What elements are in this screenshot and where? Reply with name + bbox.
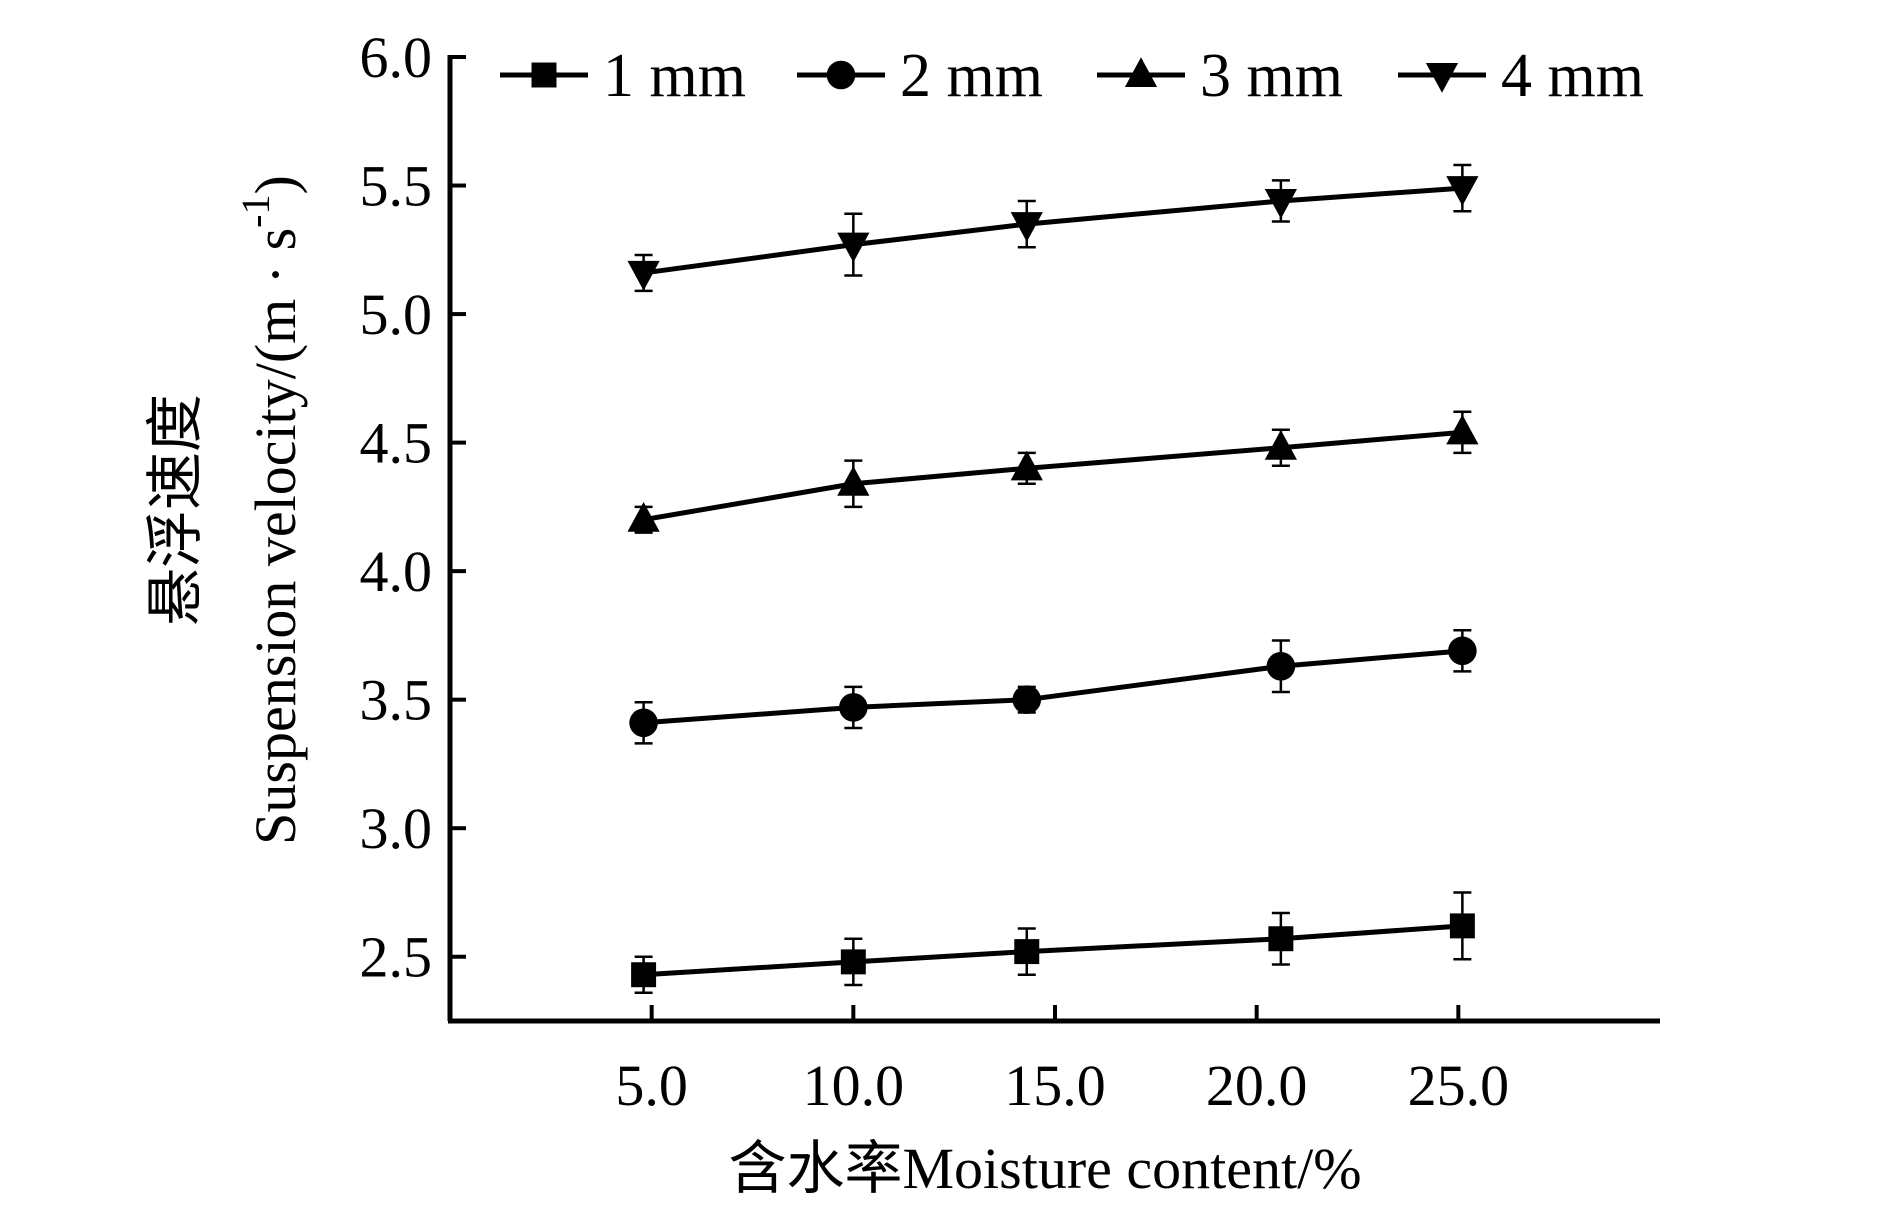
data-point — [627, 501, 660, 532]
data-point — [1014, 939, 1040, 965]
y-tick-label: 3.5 — [360, 668, 433, 733]
data-point — [1446, 176, 1479, 206]
x-axis-title: 含水率Moisture content/% — [728, 1136, 1361, 1201]
y-tick-label: 5.0 — [360, 282, 433, 347]
legend-label: 1 mm — [603, 42, 746, 110]
legend-marker — [1425, 62, 1459, 93]
x-tick-label: 20.0 — [1206, 1053, 1308, 1118]
legend-item: 3 mm — [1097, 42, 1343, 110]
series-line — [643, 648, 1463, 726]
y-tick-label: 4.5 — [360, 411, 433, 476]
data-point — [1010, 212, 1043, 242]
y-tick-label: 6.0 — [360, 25, 433, 90]
series-3 — [627, 410, 1479, 534]
data-point — [1264, 188, 1297, 219]
series-line — [643, 923, 1463, 978]
x-ticks: 5.0 10.0 15.0 20.0 25.0 — [615, 1005, 1509, 1118]
data-point — [840, 949, 866, 975]
data-point — [1010, 450, 1043, 481]
data-point — [1264, 430, 1297, 460]
series-1 — [631, 891, 1475, 994]
series-line — [643, 185, 1463, 276]
y-tick-label: 4.0 — [360, 539, 433, 604]
legend-label: 4 mm — [1501, 42, 1644, 110]
data-point — [629, 708, 658, 738]
y-ticks: 2.5 3.0 3.5 4.0 4.5 5.0 5.5 6.0 — [360, 25, 466, 990]
y-tick-label: 3.0 — [360, 796, 433, 861]
series-line — [643, 429, 1463, 523]
data-point — [1449, 913, 1475, 939]
x-tick-label: 25.0 — [1408, 1053, 1510, 1118]
series-2 — [629, 629, 1477, 745]
y-axis-title-en: Suspension velocity/(m · s-1) — [233, 175, 308, 845]
y-tick-label: 5.5 — [360, 154, 433, 219]
legend-item: 2 mm — [797, 42, 1043, 110]
data-point — [631, 962, 657, 988]
y-axis-title: Suspension velocity/(m · s-1) — [233, 175, 308, 845]
y-tick-label: 2.5 — [360, 925, 433, 990]
legend-marker — [826, 60, 856, 90]
data-point — [1012, 685, 1042, 714]
data-point — [839, 693, 868, 722]
data-point — [837, 465, 870, 496]
x-tick-label: 10.0 — [803, 1053, 905, 1118]
legend-marker — [531, 62, 557, 88]
y-axis-title-cn: 悬浮速度 — [143, 394, 208, 626]
series-layer — [627, 163, 1479, 994]
data-point — [627, 260, 660, 291]
legend-label: 2 mm — [900, 42, 1043, 110]
series-4 — [627, 163, 1479, 293]
legend-label: 3 mm — [1200, 42, 1343, 110]
legend-marker — [1124, 57, 1158, 88]
legend: 1 mm 2 mm 3 mm 4 mm — [500, 42, 1644, 110]
x-tick-label: 15.0 — [1004, 1053, 1106, 1118]
data-point — [1268, 926, 1294, 952]
axes — [447, 55, 1660, 1024]
data-point — [837, 232, 870, 263]
x-tick-label: 5.0 — [615, 1053, 688, 1118]
data-point — [1446, 414, 1479, 445]
legend-item: 1 mm — [500, 42, 746, 110]
data-point — [1266, 651, 1296, 681]
legend-item: 4 mm — [1398, 42, 1644, 110]
data-point — [1448, 636, 1477, 666]
